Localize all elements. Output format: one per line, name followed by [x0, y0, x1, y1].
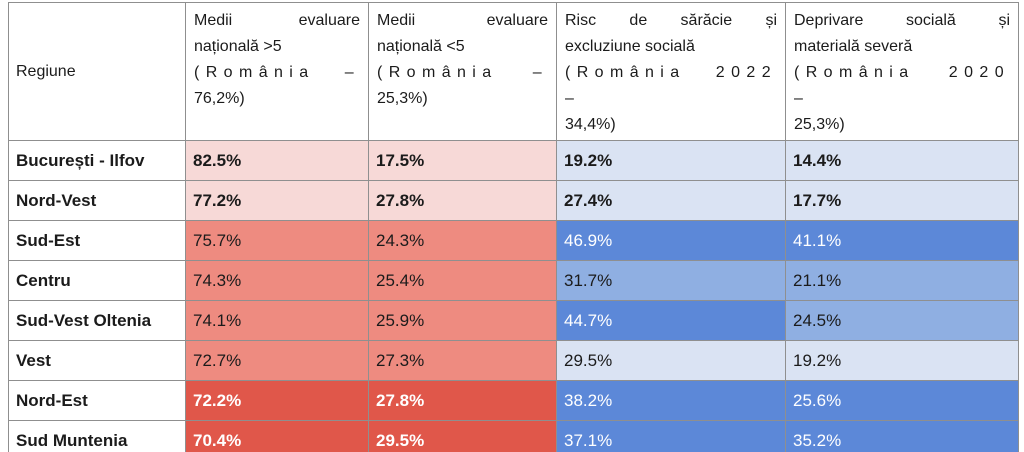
- header-line: (România 2020 –: [794, 64, 1010, 107]
- value-cell: 46.9%: [556, 220, 786, 261]
- region-name: București - Ilfov: [8, 140, 186, 181]
- table-row-sud-vest-oltenia: Sud-Vest Oltenia 74.1% 25.9% 44.7% 24.5%: [8, 300, 1019, 341]
- value-cell: 82.5%: [185, 140, 369, 181]
- header-deprivare: Deprivare socială și materială severă (R…: [785, 2, 1019, 141]
- table-row-nord-est: Nord-Est 72.2% 27.8% 38.2% 25.6%: [8, 380, 1019, 421]
- table-header-row: Regiune Medii evaluare națională >5 (Rom…: [8, 2, 1019, 141]
- value-cell: 27.4%: [556, 180, 786, 221]
- regions-table: Regiune Medii evaluare națională >5 (Rom…: [8, 2, 1019, 452]
- header-line: (România 2022 –: [565, 64, 777, 107]
- header-line: 76,2%): [194, 90, 245, 107]
- value-cell: 70.4%: [185, 420, 369, 452]
- value-cell: 72.7%: [185, 340, 369, 381]
- table-row-sud-est: Sud-Est 75.7% 24.3% 46.9% 41.1%: [8, 220, 1019, 261]
- header-line: 25,3%): [377, 90, 428, 107]
- value-cell: 74.1%: [185, 300, 369, 341]
- value-cell: 25.9%: [368, 300, 557, 341]
- region-name: Sud-Vest Oltenia: [8, 300, 186, 341]
- table-row-vest: Vest 72.7% 27.3% 29.5% 19.2%: [8, 340, 1019, 381]
- region-name: Nord-Vest: [8, 180, 186, 221]
- value-cell: 77.2%: [185, 180, 369, 221]
- value-cell: 29.5%: [556, 340, 786, 381]
- value-cell: 25.4%: [368, 260, 557, 301]
- value-cell: 44.7%: [556, 300, 786, 341]
- header-line: națională <5: [377, 38, 465, 55]
- region-name: Centru: [8, 260, 186, 301]
- value-cell: 24.3%: [368, 220, 557, 261]
- value-cell: 24.5%: [785, 300, 1019, 341]
- value-cell: 75.7%: [185, 220, 369, 261]
- value-cell: 41.1%: [785, 220, 1019, 261]
- table-row-sud-muntenia: Sud Muntenia 70.4% 29.5% 37.1% 35.2%: [8, 420, 1019, 452]
- value-cell: 29.5%: [368, 420, 557, 452]
- header-line: 34,4%): [565, 116, 616, 133]
- header-line: Medii evaluare: [377, 12, 548, 29]
- value-cell: 21.1%: [785, 260, 1019, 301]
- region-name: Vest: [8, 340, 186, 381]
- value-cell: 19.2%: [556, 140, 786, 181]
- value-cell: 27.8%: [368, 380, 557, 421]
- value-cell: 38.2%: [556, 380, 786, 421]
- header-line: Medii evaluare: [194, 12, 360, 29]
- table-row-nord-vest: Nord-Vest 77.2% 27.8% 27.4% 17.7%: [8, 180, 1019, 221]
- region-name: Sud Muntenia: [8, 420, 186, 452]
- table-row-centru: Centru 74.3% 25.4% 31.7% 21.1%: [8, 260, 1019, 301]
- header-line: (România –: [377, 64, 548, 81]
- value-cell: 17.5%: [368, 140, 557, 181]
- header-line: 25,3%): [794, 116, 845, 133]
- table-row-bucuresti-ilfov: București - Ilfov 82.5% 17.5% 19.2% 14.4…: [8, 140, 1019, 181]
- region-name: Sud-Est: [8, 220, 186, 261]
- header-medii-peste-5: Medii evaluare națională >5 (România – 7…: [185, 2, 369, 141]
- value-cell: 27.3%: [368, 340, 557, 381]
- header-line: excluziune socială: [565, 38, 695, 55]
- value-cell: 72.2%: [185, 380, 369, 421]
- value-cell: 31.7%: [556, 260, 786, 301]
- header-line: Deprivare socială și: [794, 12, 1010, 29]
- header-line: materială severă: [794, 38, 913, 55]
- value-cell: 37.1%: [556, 420, 786, 452]
- value-cell: 19.2%: [785, 340, 1019, 381]
- value-cell: 27.8%: [368, 180, 557, 221]
- header-line: națională >5: [194, 38, 282, 55]
- header-regiune-label: Regiune: [16, 62, 76, 80]
- value-cell: 25.6%: [785, 380, 1019, 421]
- region-name: Nord-Est: [8, 380, 186, 421]
- value-cell: 74.3%: [185, 260, 369, 301]
- header-regiune: Regiune: [8, 2, 186, 141]
- header-line: Risc de sărăcie și: [565, 12, 777, 29]
- header-medii-sub-5: Medii evaluare națională <5 (România – 2…: [368, 2, 557, 141]
- value-cell: 14.4%: [785, 140, 1019, 181]
- value-cell: 35.2%: [785, 420, 1019, 452]
- value-cell: 17.7%: [785, 180, 1019, 221]
- header-risc-saracie: Risc de sărăcie și excluziune socială (R…: [556, 2, 786, 141]
- header-line: (România –: [194, 64, 360, 81]
